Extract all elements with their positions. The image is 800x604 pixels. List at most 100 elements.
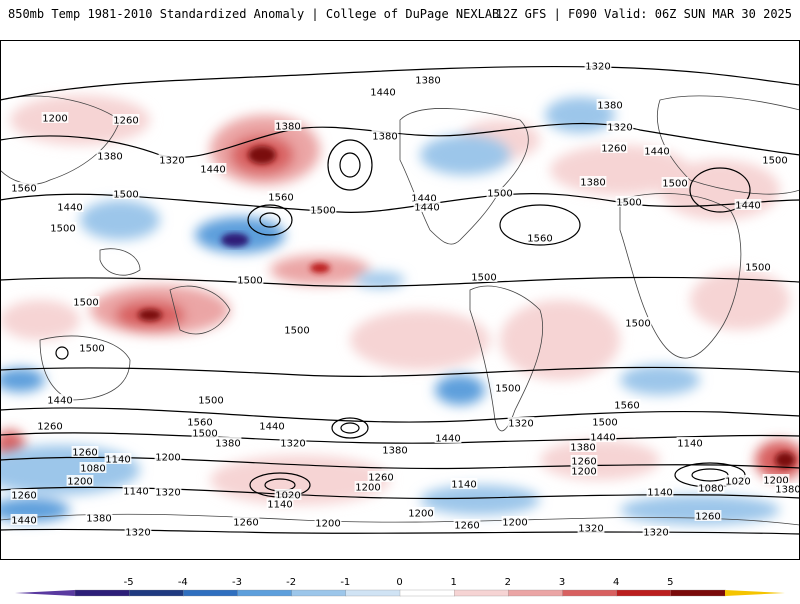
colorbar-tick-label: 5 bbox=[667, 577, 673, 588]
contour-label-bg bbox=[10, 514, 38, 525]
contour-label-bg bbox=[71, 446, 99, 457]
contour-label-bg bbox=[283, 324, 311, 335]
contour-label-bg bbox=[214, 437, 242, 448]
contour-label-bg bbox=[36, 420, 64, 431]
contour-label: 1140 bbox=[267, 500, 292, 511]
contour-label-bg bbox=[72, 296, 100, 307]
colorbar-tick-labels: -5 -4 -3 -2 -1 0 1 2 3 4 5 bbox=[124, 577, 674, 588]
contour-label: 1500 bbox=[237, 276, 262, 287]
contour-label-bg bbox=[112, 188, 140, 199]
contour-label: 1380 bbox=[97, 152, 122, 163]
contour-label-bg bbox=[41, 112, 69, 123]
anomaly-map: 1320 1380 1440 1200 1260 1380 1320 1380 1380 1260… bbox=[0, 40, 800, 560]
contour-label-bg bbox=[697, 482, 725, 493]
colorbar-swatch bbox=[616, 589, 672, 597]
contour-label-bg bbox=[744, 261, 772, 272]
contour-label-bg bbox=[606, 121, 634, 132]
contour-label: 1440 bbox=[47, 396, 72, 407]
contour-label: 1200 bbox=[42, 114, 67, 125]
contour-label-bg bbox=[569, 441, 597, 452]
contour-label: 1500 bbox=[50, 224, 75, 235]
contour-label: 1320 bbox=[578, 524, 603, 535]
colorbar-tick-label: 1 bbox=[450, 577, 456, 588]
colorbar-swatch bbox=[129, 589, 184, 597]
contour-label: 1440 bbox=[735, 201, 760, 212]
contour-label-bg bbox=[381, 444, 409, 455]
contour-label-bg bbox=[49, 222, 77, 233]
contour-label: 1260 bbox=[571, 457, 596, 468]
contour-label-bg bbox=[761, 154, 789, 165]
contour-label: 1320 bbox=[125, 528, 150, 539]
colorbar-swatch bbox=[508, 589, 564, 597]
contour-label: 1380 bbox=[215, 439, 240, 450]
contour-label-bg bbox=[354, 481, 382, 492]
contour-label: 1200 bbox=[571, 467, 596, 478]
contour-label: 1320 bbox=[280, 439, 305, 450]
contour-label-bg bbox=[10, 489, 38, 500]
contour-label: 1380 bbox=[415, 76, 440, 87]
contour-label-bg bbox=[613, 399, 641, 410]
contour-label-bg bbox=[579, 176, 607, 187]
contour-label-bg bbox=[577, 522, 605, 533]
contour-label-bg bbox=[646, 486, 674, 497]
contour-label-bg bbox=[570, 465, 598, 476]
contour-label: 1560 bbox=[614, 401, 639, 412]
contour-label-bg bbox=[407, 507, 435, 518]
contour-label: 1080 bbox=[698, 484, 723, 495]
contour-label: 1380 bbox=[372, 132, 397, 143]
colorbar-tick-label: 4 bbox=[613, 577, 619, 588]
contour-label: 1320 bbox=[155, 488, 180, 499]
contour-label-bg bbox=[266, 498, 294, 509]
contour-label: 1560 bbox=[187, 418, 212, 429]
contour-label: 1260 bbox=[601, 144, 626, 155]
contour-label-bg bbox=[314, 517, 342, 528]
contour-label: 1140 bbox=[105, 455, 130, 466]
colorbar-swatch bbox=[454, 589, 509, 597]
contour-label: 1320 bbox=[607, 123, 632, 134]
contour-label-bg bbox=[191, 427, 219, 438]
header: 850mb Temp 1981-2010 Standardized Anomal… bbox=[0, 0, 800, 30]
contour-label: 1200 bbox=[408, 509, 433, 520]
contour-label-bg bbox=[570, 455, 598, 466]
contour-label: 1200 bbox=[315, 519, 340, 530]
contour-label: 1440 bbox=[259, 422, 284, 433]
colorbar: -5 -4 -3 -2 -1 0 1 2 3 4 5 bbox=[0, 560, 800, 600]
colorbar-swatch bbox=[237, 589, 293, 597]
contour-label-bg bbox=[56, 201, 84, 212]
colorbar-tick-label: -2 bbox=[286, 577, 296, 588]
contour-label-bg bbox=[486, 187, 514, 198]
contour-label: 1380 bbox=[580, 178, 605, 189]
contour-label-bg bbox=[199, 163, 227, 174]
contour-label: 1200 bbox=[67, 477, 92, 488]
contour-label: 1500 bbox=[79, 344, 104, 355]
contour-label: 1380 bbox=[86, 514, 111, 525]
contour-label-bg bbox=[676, 437, 704, 448]
colorbar-swatch bbox=[74, 589, 130, 597]
contour-label-bg bbox=[309, 204, 337, 215]
contour-label-bg bbox=[79, 462, 107, 473]
contour-label: 1440 bbox=[590, 433, 615, 444]
contour-label: 1260 bbox=[368, 473, 393, 484]
contour-label-bg bbox=[584, 60, 612, 71]
contour-label: 1500 bbox=[310, 206, 335, 217]
contour-label-bg bbox=[413, 201, 441, 212]
contour-label-bg bbox=[596, 99, 624, 110]
contour-label: 1020 bbox=[275, 491, 300, 502]
contour-label-bg bbox=[615, 196, 643, 207]
contour-label: 1440 bbox=[57, 203, 82, 214]
contour-label: 1500 bbox=[762, 156, 787, 167]
contour-label-bg bbox=[258, 420, 286, 431]
contour-label: 1500 bbox=[625, 319, 650, 330]
contour-label-bg bbox=[369, 86, 397, 97]
colorbar-tick-label: 2 bbox=[505, 577, 511, 588]
contour-label: 1440 bbox=[414, 203, 439, 214]
contour-label-bg bbox=[643, 145, 671, 156]
contour-label-bg bbox=[591, 416, 619, 427]
contour-label: 1140 bbox=[647, 488, 672, 499]
contour-label-bg bbox=[410, 192, 438, 203]
contour-label: 1500 bbox=[113, 190, 138, 201]
colorbar-tick-label: 3 bbox=[559, 577, 565, 588]
contour-label: 1500 bbox=[662, 179, 687, 190]
contour-label-bg bbox=[154, 451, 182, 462]
contour-label: 1380 bbox=[382, 446, 407, 457]
